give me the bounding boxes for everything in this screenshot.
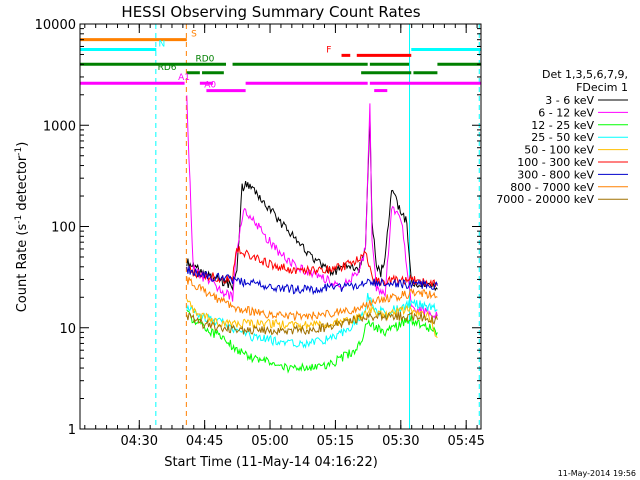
x-tick-label: 05:30 (382, 434, 419, 449)
flag-label-a1: A1 (178, 73, 190, 83)
series-group (186, 95, 438, 374)
series-line-3-6-kev (186, 115, 438, 292)
series-line-100-300-kev (186, 246, 438, 288)
plot-frame (79, 23, 482, 430)
chart-title: HESSI Observing Summary Count Rates (121, 3, 420, 21)
x-tick-label: 04:30 (121, 434, 158, 449)
series-line-300-800-kev (186, 265, 438, 296)
legend-header-1: Det 1,3,5,6,7,9, (542, 68, 628, 81)
flag-label-s: S (191, 30, 197, 40)
y-axis-label-end: ) (15, 142, 30, 147)
x-axis-label: Start Time (11-May-14 04:16:22) (164, 455, 378, 470)
series-line-12-25-kev (186, 309, 438, 374)
series-line-6-12-kev (186, 95, 438, 320)
y-tick-label: 100 (51, 221, 76, 236)
legend-header-2: FDecim 1 (576, 81, 628, 94)
legend-entry-label: 7000 - 20000 keV (496, 193, 594, 206)
axes-group: 04:30 04:45 05:00 05:15 05:30 05:45 1 10 100 1000… (35, 18, 485, 449)
legend-entry-label: 100 - 300 keV (517, 156, 594, 169)
y-tick-label: 1000 (43, 119, 76, 134)
legend-entry-label: 50 - 100 keV (524, 144, 594, 157)
x-tick-label: 05:15 (317, 434, 354, 449)
legend-entry-label: 3 - 6 keV (545, 94, 594, 107)
flag-label-rd0: RD0 (196, 54, 215, 64)
y-tick-label: 10 (59, 322, 76, 337)
flag-label-a0: A0 (204, 81, 216, 91)
y-axis-label: Count Rate (s-1 detector-1) (14, 142, 30, 313)
legend-entry-label: 800 - 7000 keV (510, 181, 594, 194)
x-tick-label: 05:45 (447, 434, 484, 449)
x-tick-label: 05:00 (251, 434, 288, 449)
legend-entry-label: 25 - 50 keV (531, 131, 594, 144)
y-tick-label: 10000 (35, 18, 76, 33)
y-axis-label-mid: detector (15, 155, 30, 215)
plot-area (79, 24, 480, 429)
y-tick-label: 1 (68, 423, 76, 438)
x-tick-label: 04:45 (186, 434, 223, 449)
legend-entry-label: 6 - 12 keV (538, 106, 594, 119)
y-axis-label-sup1: -1 (14, 215, 24, 224)
flag-label-f: F (326, 45, 331, 55)
legend-entry-label: 12 - 25 keV (531, 119, 594, 132)
series-line-7000-20000-kev (186, 311, 438, 336)
y-axis-label-main: Count Rate (s (15, 224, 30, 313)
flag-label-n: N (158, 39, 165, 49)
footer-timestamp: 11-May-2014 19:56 (558, 469, 636, 478)
series-line-800-7000-kev (186, 276, 438, 322)
y-axis-label-sup2: -1 (14, 147, 24, 156)
flag-label-rd6: RD6 (158, 63, 177, 73)
legend-entry-label: 300 - 800 keV (517, 168, 594, 181)
